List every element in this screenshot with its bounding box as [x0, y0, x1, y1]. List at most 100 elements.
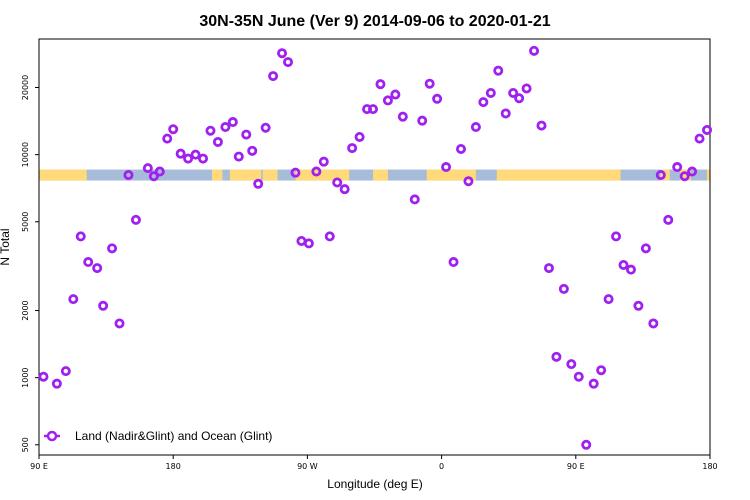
plot-frame [38, 38, 711, 456]
data-point [38, 371, 49, 382]
data-point [290, 167, 301, 178]
data-point [655, 170, 666, 181]
data-point [375, 79, 386, 90]
y-tick-label: 10000 [21, 142, 30, 167]
data-point [679, 171, 690, 182]
data-point [162, 133, 173, 144]
data-point [107, 243, 118, 254]
data-point [198, 153, 209, 164]
legend: Land (Nadir&Glint) and Ocean (Glint) [44, 429, 272, 443]
data-point [558, 283, 569, 294]
data-point [551, 351, 562, 362]
land-segment [707, 169, 710, 181]
x-tick-label: 90 E [30, 462, 48, 471]
data-point [154, 166, 165, 177]
data-point [220, 122, 231, 133]
legend-marker [46, 430, 58, 442]
data-point [409, 194, 420, 205]
data-point [283, 57, 294, 68]
y-axis: 500 1000 2000 5000 10000 20000 [21, 75, 39, 452]
data-point [529, 45, 540, 56]
data-point [75, 231, 86, 242]
data-point [397, 111, 408, 122]
y-tick-label: 5000 [21, 212, 30, 232]
data-point [347, 143, 358, 154]
x-tick-label: 180 [166, 462, 181, 471]
y-tick-label: 20000 [21, 75, 30, 100]
x-tick-label: 0 [439, 462, 444, 471]
land-segment [426, 169, 476, 181]
data-point [260, 122, 271, 133]
data-point [455, 143, 466, 154]
data-point [92, 263, 103, 274]
data-point [566, 359, 577, 370]
data-point [470, 122, 481, 133]
data-point [611, 231, 622, 242]
data-point [508, 87, 519, 98]
y-axis-label: N Total [0, 228, 12, 265]
land-ocean-band [39, 169, 710, 181]
land-segment [39, 169, 87, 181]
data-point [633, 300, 644, 311]
data-point [424, 78, 435, 89]
data-point [603, 294, 614, 305]
data-point [114, 318, 125, 329]
data-point [382, 95, 393, 106]
data-point [148, 171, 159, 182]
data-point [500, 108, 511, 119]
y-tick-label: 2000 [21, 300, 30, 320]
data-point [485, 87, 496, 98]
land-segment [295, 169, 350, 181]
data-points [38, 45, 713, 450]
data-point [60, 366, 71, 377]
data-point [672, 162, 683, 173]
data-point [368, 104, 379, 115]
data-point [332, 177, 343, 188]
x-tick-label: 90 W [297, 462, 318, 471]
land-segment [373, 169, 388, 181]
data-point [175, 148, 186, 159]
data-point [212, 136, 223, 147]
x-axis: 90 E 180 90 W 0 90 E 180 [30, 455, 718, 471]
data-point [98, 300, 109, 311]
data-point [625, 264, 636, 275]
data-point [694, 133, 705, 144]
data-point [205, 125, 216, 136]
data-point [130, 214, 141, 225]
data-point [311, 166, 322, 177]
data-point [190, 149, 201, 160]
data-point [390, 89, 401, 100]
data-point [448, 257, 459, 268]
data-point [432, 93, 443, 104]
data-point [493, 65, 504, 76]
data-point [687, 166, 698, 177]
data-point [83, 257, 94, 268]
land-segment [262, 169, 278, 181]
land-segment [496, 169, 621, 181]
data-point [536, 120, 547, 131]
data-point [168, 124, 179, 135]
data-point [514, 93, 525, 104]
data-point [581, 439, 592, 450]
data-point [618, 260, 629, 271]
data-point [51, 378, 62, 389]
data-point [354, 131, 365, 142]
data-point [463, 176, 474, 187]
data-point [640, 243, 651, 254]
data-point [233, 151, 244, 162]
data-point [441, 162, 452, 173]
data-point [663, 214, 674, 225]
data-point [573, 371, 584, 382]
data-point [227, 117, 238, 128]
data-point [142, 163, 153, 174]
x-tick-label: 90 E [567, 462, 585, 471]
data-point [318, 156, 329, 167]
data-point [268, 71, 279, 82]
data-point [596, 365, 607, 376]
land-segment [211, 169, 223, 181]
data-point [648, 318, 659, 329]
data-point [521, 83, 532, 94]
x-axis-label: Longitude (deg E) [327, 477, 422, 491]
data-point [241, 129, 252, 140]
